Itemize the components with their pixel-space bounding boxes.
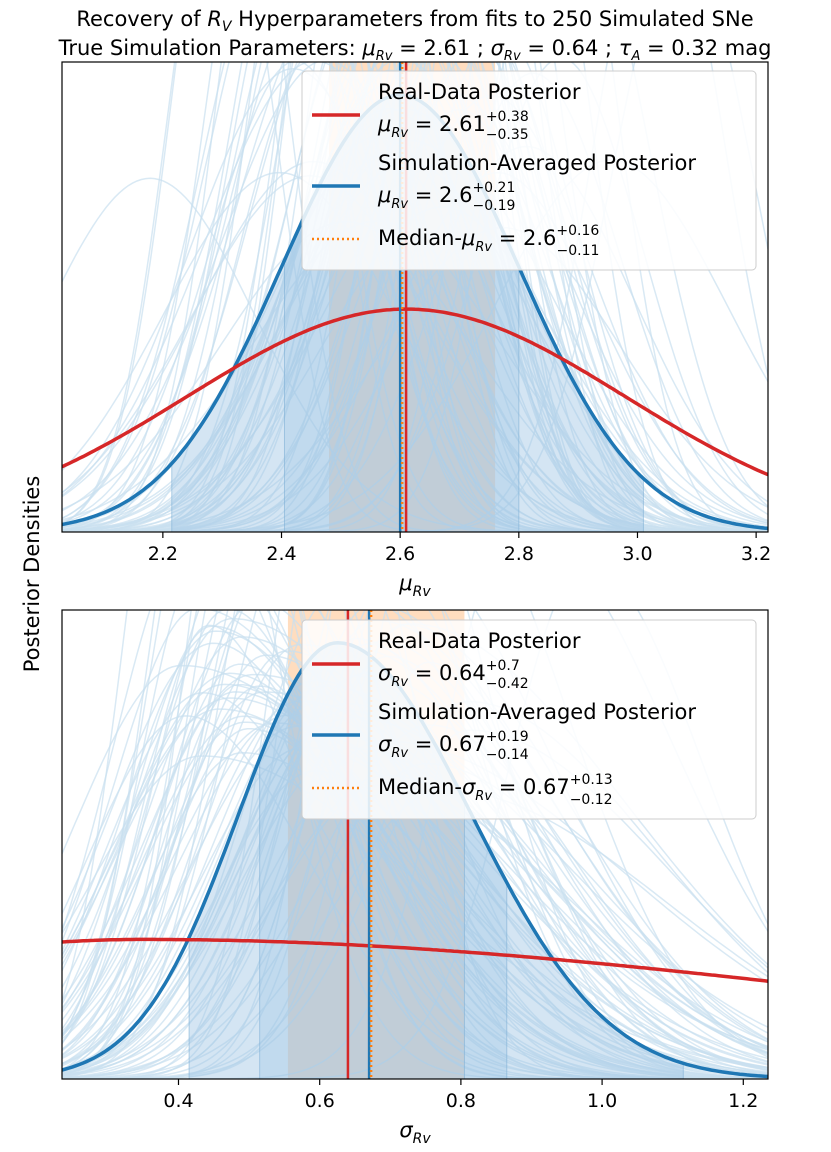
credible-interval-bounds [188, 758, 684, 1079]
legend-entry-label: Real-Data Posterior [378, 629, 581, 653]
simulated-posterior-curve [62, 62, 768, 532]
simulated-posterior-curve [62, 62, 768, 532]
x-tick-label: 0.6 [305, 1090, 335, 1112]
y-axis-label: Posterior Densities [20, 476, 44, 673]
credible-interval-bounds [171, 260, 644, 532]
simulated-posterior-curve [62, 664, 768, 1069]
simulated-posterior-curve [62, 62, 768, 532]
sim-posterior-credible-fill [171, 94, 644, 532]
simulated-posterior-curve [62, 62, 768, 532]
simulated-posterior-curve [62, 610, 768, 1079]
simulated-posterior-curve [62, 62, 768, 532]
simulated-posterior-curve [62, 610, 768, 1079]
x-tick-label: 2.8 [504, 543, 534, 565]
legend: Real-Data Posterior μRv = 2.61+0.38−0.35 S… [301, 70, 757, 271]
legend-entry-value: Median-μRv = 2.6+0.16 [378, 223, 599, 255]
simulated-posterior-curve [62, 62, 768, 532]
simulated-posterior-curve [62, 714, 768, 1078]
x-tick-label: 1.0 [587, 1090, 617, 1112]
panel-mu: 2.2 2.4 2.6 2.8 3.0 3.2 μRv Real-Data Posteri… [61, 61, 771, 600]
simulated-posterior-curve [62, 62, 768, 532]
legend-entry-value: Median-σRv = 0.67+0.13 [378, 772, 613, 804]
simulated-posterior-curve [62, 62, 768, 532]
simulated-posterior-curve [62, 62, 768, 532]
legend-box [301, 619, 757, 820]
simulated-posterior-curve [62, 691, 768, 1079]
x-axis-label: σRv [399, 1118, 431, 1147]
simulated-posterior-curve [62, 62, 768, 532]
simulated-posterior-curve [62, 625, 768, 1079]
simulated-posterior-curve [62, 727, 768, 1079]
legend: Real-Data Posterior σRv = 0.64+0.7−0.42 Si… [301, 619, 757, 820]
legend-entry-label: Real-Data Posterior [378, 80, 581, 104]
figure-title-line-1: Recovery of RV Hyperparameters from fits… [76, 7, 753, 35]
legend-entry-lower-error: −0.11 [557, 243, 600, 259]
legend-entry-lower-error: −0.19 [473, 198, 516, 214]
legend-entry-lower-error: −0.12 [570, 792, 613, 808]
x-tick-label: 3.0 [622, 543, 652, 565]
x-axis-ticks: 2.2 2.4 2.6 2.8 3.0 3.2 [148, 532, 771, 565]
legend-box [301, 70, 757, 271]
legend-entry-value: μRv = 2.6+0.21 [377, 180, 515, 212]
legend-entry-label: Simulation-Averaged Posterior [378, 151, 696, 175]
real-data-posterior-curve [62, 307, 768, 477]
simulated-posterior-curve [62, 610, 768, 1079]
x-axis-ticks: 0.4 0.6 0.8 1.0 1.2 [163, 1079, 758, 1112]
simulated-posterior-curve [62, 226, 768, 532]
simulated-posterior-curve [62, 62, 768, 532]
simulated-posterior-curve [62, 62, 768, 532]
x-tick-label: 2.4 [266, 543, 296, 565]
simulated-posterior-curve [62, 177, 768, 532]
panel-sigma: 0.4 0.6 0.8 1.0 1.2 σRv Real-Data Posterior σ… [61, 609, 769, 1147]
figure-title-line-2: True Simulation Parameters: μRv = 2.61 ;… [58, 36, 772, 64]
x-tick-label: 3.2 [741, 543, 771, 565]
x-tick-label: 2.2 [148, 543, 178, 565]
axes-frame [61, 61, 769, 533]
legend-entry-label: Simulation-Averaged Posterior [378, 700, 696, 724]
x-tick-label: 2.6 [385, 543, 415, 565]
legend-entry-lower-error: −0.42 [486, 676, 529, 692]
legend-entry-lower-error: −0.14 [486, 747, 529, 763]
simulated-posterior-curve [62, 160, 768, 532]
x-axis-label: μRv [398, 571, 431, 600]
simulated-posterior-curve [62, 62, 768, 532]
simulated-posterior-curve [62, 610, 768, 1079]
legend-entry-value: σRv = 0.67+0.19 [378, 729, 529, 761]
simulated-posterior-curve [62, 610, 768, 1079]
legend-entry-value: σRv = 0.64+0.7 [378, 658, 520, 690]
simulated-posterior-curve [62, 62, 768, 532]
simulated-posterior-curve [62, 721, 768, 1079]
x-tick-label: 0.4 [163, 1090, 193, 1112]
x-tick-label: 0.8 [446, 1090, 476, 1112]
real-data-posterior-curve [62, 937, 768, 983]
legend-entry-value: μRv = 2.61+0.38 [377, 109, 529, 141]
legend-entry-lower-error: −0.35 [486, 127, 529, 143]
axes-frame [61, 609, 769, 1080]
x-tick-label: 1.2 [728, 1090, 758, 1112]
simulated-posterior-curve [62, 624, 768, 1079]
simulated-posterior-curve [62, 62, 768, 532]
simulated-posterior-curve [62, 62, 768, 532]
simulated-posterior-curve [62, 610, 768, 1079]
simulated-posterior-curve [62, 62, 768, 532]
